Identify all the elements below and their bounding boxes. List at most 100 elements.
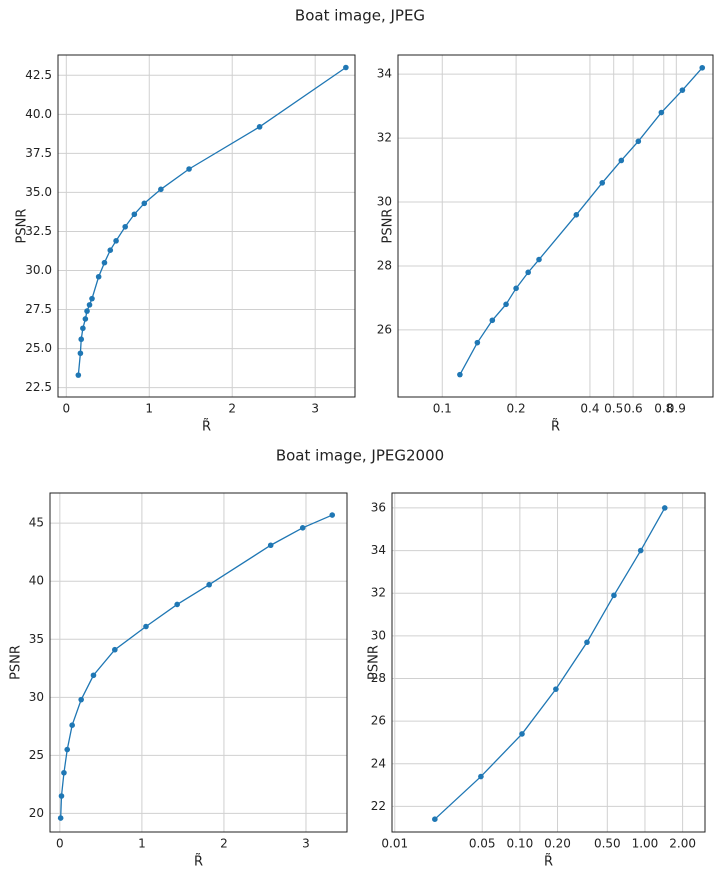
marker (131, 211, 138, 218)
line (60, 514, 333, 819)
x-tick-label: 3 (302, 837, 310, 851)
line (459, 67, 703, 375)
marker (519, 731, 525, 737)
y-tick-label: 32.5 (25, 224, 52, 238)
x-tick-label: 0.9 (667, 402, 686, 416)
marker (64, 746, 71, 753)
marker (474, 339, 481, 346)
marker (90, 672, 97, 679)
plot-frame (391, 492, 706, 833)
y-tick-label: 35.0 (25, 185, 52, 199)
line (434, 507, 666, 820)
marker (186, 166, 192, 172)
marker (599, 180, 606, 186)
marker (112, 646, 118, 653)
marker (78, 336, 85, 343)
marker (267, 542, 274, 549)
marker (573, 212, 580, 218)
y-axis-label: PSNR (9, 645, 24, 680)
x-tick-label: 1 (138, 837, 146, 851)
x-tick-label: 1.00 (632, 837, 659, 851)
marker (84, 308, 90, 314)
line (77, 66, 347, 376)
x-tick-label: 0.8 (654, 402, 673, 416)
y-tick-label: 36 (371, 500, 386, 514)
marker (637, 547, 644, 554)
marker (86, 302, 93, 308)
y-tick-label: 20 (29, 806, 44, 820)
y-tick-label: 25.0 (25, 341, 52, 355)
marker (553, 686, 559, 692)
y-tick-label: 28 (371, 671, 386, 685)
marker (82, 316, 89, 322)
marker (661, 505, 668, 511)
figure-title: Boat image, JPEG2000 (276, 447, 444, 465)
x-tick-label: 2.00 (669, 837, 696, 851)
y-tick-label: 30 (371, 628, 386, 642)
y-tick-label: 28 (377, 258, 392, 272)
y-axis-label: PSNR (381, 209, 396, 244)
marker (525, 269, 531, 276)
y-tick-label: 32 (371, 586, 386, 600)
y-tick-label: 26 (371, 714, 386, 728)
x-tick-label: 0.6 (624, 402, 643, 416)
marker (635, 138, 642, 145)
x-tick-label: 0.2 (507, 402, 526, 416)
marker (679, 87, 686, 93)
y-tick-label: 30 (29, 690, 44, 704)
y-axis-label: PSNR (15, 209, 30, 244)
y-tick-label: 40 (29, 574, 44, 588)
x-tick-label: 0 (56, 837, 64, 851)
x-tick-label: 0.4 (580, 402, 599, 416)
x-tick-label: 0.5 (604, 402, 623, 416)
x-axis-label: R̃ (194, 854, 203, 869)
marker (489, 317, 496, 324)
marker (658, 109, 665, 116)
y-tick-label: 30 (377, 195, 392, 209)
figure-title: Boat image, JPEG (295, 7, 425, 25)
marker (141, 200, 148, 207)
marker (478, 773, 484, 780)
marker (174, 601, 180, 608)
x-tick-label: 0.1 (433, 402, 452, 416)
marker (699, 64, 706, 71)
marker (457, 371, 463, 378)
marker (75, 372, 82, 378)
marker (107, 247, 114, 254)
plot-frame (57, 54, 356, 398)
y-tick-label: 34 (371, 543, 386, 557)
x-tick-label: 2 (220, 837, 228, 851)
marker (513, 285, 519, 292)
y-tick-label: 45 (29, 516, 44, 530)
x-tick-label: 0.05 (469, 837, 496, 851)
y-tick-label: 24 (371, 756, 386, 770)
y-tick-label: 40.0 (25, 107, 52, 121)
y-tick-label: 37.5 (25, 146, 52, 160)
y-tick-label: 26 (377, 322, 392, 336)
marker (80, 325, 86, 332)
y-axis-label: PSNR (367, 645, 382, 680)
y-tick-label: 25 (29, 748, 44, 762)
marker (58, 793, 65, 799)
plot-frame (397, 54, 714, 398)
y-tick-label: 32 (377, 131, 392, 145)
marker (61, 769, 67, 776)
x-tick-label: 0.20 (544, 837, 571, 851)
marker (299, 525, 306, 531)
marker (57, 815, 64, 821)
marker (329, 512, 336, 518)
marker (122, 223, 128, 230)
marker (611, 592, 617, 599)
marker (77, 350, 84, 357)
marker (256, 124, 263, 130)
x-tick-label: 1 (145, 402, 153, 416)
marker (503, 301, 509, 308)
marker (69, 722, 75, 728)
x-tick-label: 0.10 (507, 837, 534, 851)
x-tick-label: 0 (62, 402, 70, 416)
marker (343, 64, 349, 71)
x-tick-label: 3 (311, 402, 319, 416)
x-tick-label: 0.01 (381, 837, 408, 851)
x-tick-label: 2 (228, 402, 236, 416)
